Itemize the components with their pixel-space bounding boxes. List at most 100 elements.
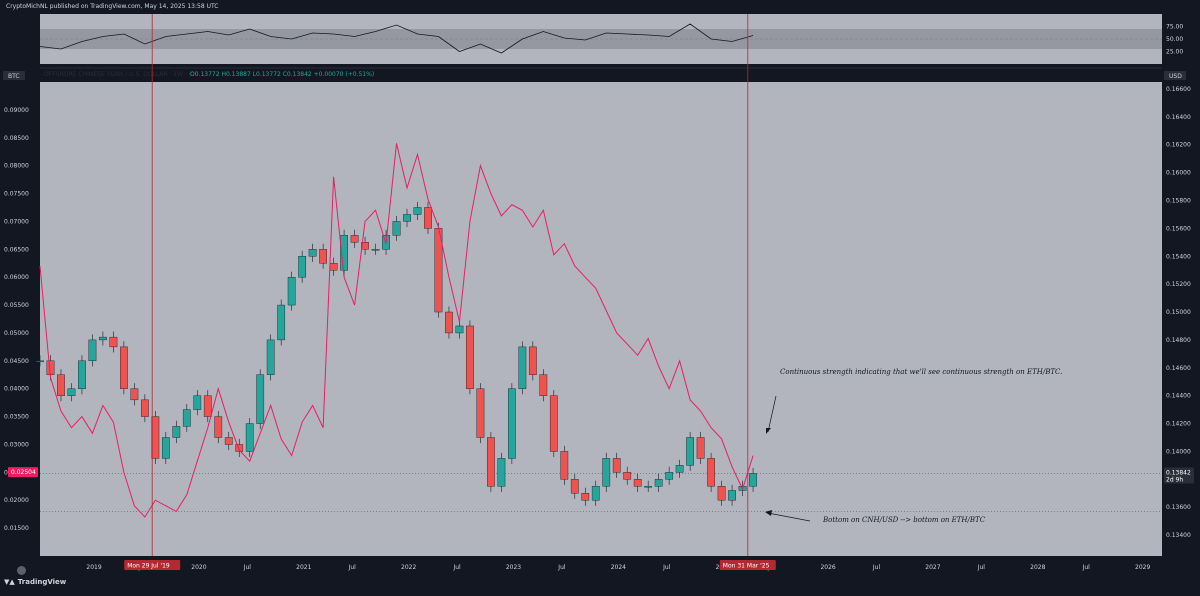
usd-tick-label: 0.14600 bbox=[1166, 365, 1191, 372]
candle bbox=[675, 465, 684, 473]
annotation-top: Continuous strength indicating that we'l… bbox=[780, 368, 1063, 376]
candle bbox=[696, 437, 705, 459]
eth-btc-line bbox=[39, 143, 754, 518]
candle bbox=[78, 360, 86, 389]
rsi-tick-label: 75.00 bbox=[1166, 24, 1183, 31]
candle bbox=[235, 444, 244, 452]
usd-tick-label: 0.13600 bbox=[1166, 504, 1191, 511]
x-tick-label: 2022 bbox=[401, 564, 416, 571]
settings-icon[interactable] bbox=[17, 566, 26, 575]
annotation-bottom: Bottom on CNH/USD --> bottom on ETH/BTC bbox=[823, 516, 986, 524]
candle bbox=[539, 374, 548, 396]
x-tick-label: 2026 bbox=[820, 564, 835, 571]
candle bbox=[560, 451, 569, 480]
candle bbox=[319, 249, 327, 264]
x-tick-label: Jul bbox=[662, 564, 671, 571]
candle bbox=[507, 388, 516, 459]
candle bbox=[612, 458, 621, 473]
btc-tick-label: 0.02000 bbox=[4, 497, 29, 504]
btc-tick-label: 0.04000 bbox=[4, 386, 29, 393]
btc-tick-label: 0.07500 bbox=[4, 191, 29, 198]
tradingview-brand[interactable]: ▼▲ TradingView bbox=[4, 578, 66, 586]
candle bbox=[140, 399, 149, 417]
x-tick-label: Jul bbox=[977, 564, 986, 571]
left-scale-label: BTC bbox=[8, 73, 20, 80]
candle bbox=[413, 207, 422, 215]
x-tick-label: Jul bbox=[872, 564, 881, 571]
btc-tick-label: 0.01500 bbox=[4, 525, 29, 532]
btc-tick-label: 0.07000 bbox=[4, 218, 29, 225]
rsi-tick-label: 25.00 bbox=[1166, 49, 1183, 56]
candle bbox=[329, 263, 338, 271]
rsi-tick-label: 50.00 bbox=[1166, 36, 1183, 43]
candle bbox=[549, 395, 558, 452]
bar-countdown-label: 2d 9h bbox=[1166, 476, 1183, 483]
annotation-top-arrow bbox=[767, 395, 777, 433]
candle bbox=[308, 249, 317, 257]
usd-tick-label: 0.16000 bbox=[1166, 170, 1191, 177]
candle bbox=[528, 346, 537, 375]
left-scale-badge bbox=[3, 71, 25, 80]
candle bbox=[277, 304, 286, 341]
annotation-bottom-arrowhead bbox=[765, 510, 772, 516]
candle bbox=[487, 437, 495, 487]
usd-tick-label: 0.16600 bbox=[1166, 86, 1191, 93]
candle bbox=[644, 486, 653, 488]
usd-tick-label: 0.15400 bbox=[1166, 253, 1191, 260]
candle bbox=[340, 235, 348, 271]
ohlc-values: O0.13772 H0.13887 L0.13772 C0.13842 +0.0… bbox=[190, 71, 374, 78]
x-tick-label: 2028 bbox=[1030, 564, 1045, 571]
btc-tick-label: 0.08500 bbox=[4, 135, 29, 142]
main-pane-bg bbox=[40, 82, 1162, 556]
candle bbox=[256, 374, 265, 424]
candle bbox=[602, 458, 611, 487]
candle bbox=[728, 490, 736, 501]
candle bbox=[707, 458, 715, 487]
x-tick-label: Jul bbox=[243, 564, 252, 571]
usd-tick-label: 0.14000 bbox=[1166, 448, 1191, 455]
candle bbox=[151, 416, 160, 459]
tradingview-name: TradingView bbox=[17, 578, 67, 586]
x-tick-label: 2024 bbox=[611, 564, 626, 571]
candle bbox=[581, 493, 590, 501]
usd-tick-label: 0.15000 bbox=[1166, 309, 1191, 316]
x-tick-label: 2023 bbox=[506, 564, 521, 571]
candle bbox=[120, 346, 128, 389]
vertical-marker-tag bbox=[124, 560, 181, 570]
vertical-marker-label: Mon 31 Mar '25 bbox=[723, 563, 770, 570]
candle bbox=[633, 479, 642, 487]
candle bbox=[99, 336, 107, 341]
candle bbox=[570, 479, 579, 494]
candle bbox=[749, 473, 757, 487]
right-scale-label: USD bbox=[1169, 73, 1182, 80]
eth-btc-price-label: 0.02504 bbox=[11, 469, 36, 476]
candle bbox=[361, 242, 369, 250]
tradingview-logo-icon: ▼▲ bbox=[4, 578, 15, 586]
btc-tick-label: 0.05000 bbox=[4, 330, 29, 337]
x-tick-label: Jul bbox=[557, 564, 566, 571]
candle bbox=[371, 249, 380, 251]
btc-tick-label: 0.04500 bbox=[4, 358, 29, 365]
candle bbox=[497, 458, 506, 487]
usd-tick-label: 0.15600 bbox=[1166, 225, 1191, 232]
x-tick-label: Jul bbox=[452, 564, 461, 571]
candle bbox=[245, 423, 254, 452]
usd-tick-label: 0.14400 bbox=[1166, 393, 1191, 400]
candle bbox=[445, 311, 453, 334]
candle bbox=[67, 388, 76, 396]
x-tick-label: Jul bbox=[348, 564, 357, 571]
vertical-marker-label: Mon 29 Jul '19 bbox=[127, 563, 170, 570]
candle bbox=[623, 472, 632, 480]
btc-tick-label: 0.06000 bbox=[4, 274, 29, 281]
usd-tick-label: 0.16400 bbox=[1166, 114, 1191, 121]
candle bbox=[193, 395, 202, 410]
candle bbox=[109, 336, 118, 348]
x-tick-label: 2021 bbox=[296, 564, 311, 571]
candle bbox=[214, 416, 223, 438]
usd-tick-label: 0.14200 bbox=[1166, 421, 1191, 428]
btc-tick-label: 0.05500 bbox=[4, 302, 29, 309]
x-tick-label: 2029 bbox=[1135, 564, 1150, 571]
candle bbox=[182, 409, 191, 427]
